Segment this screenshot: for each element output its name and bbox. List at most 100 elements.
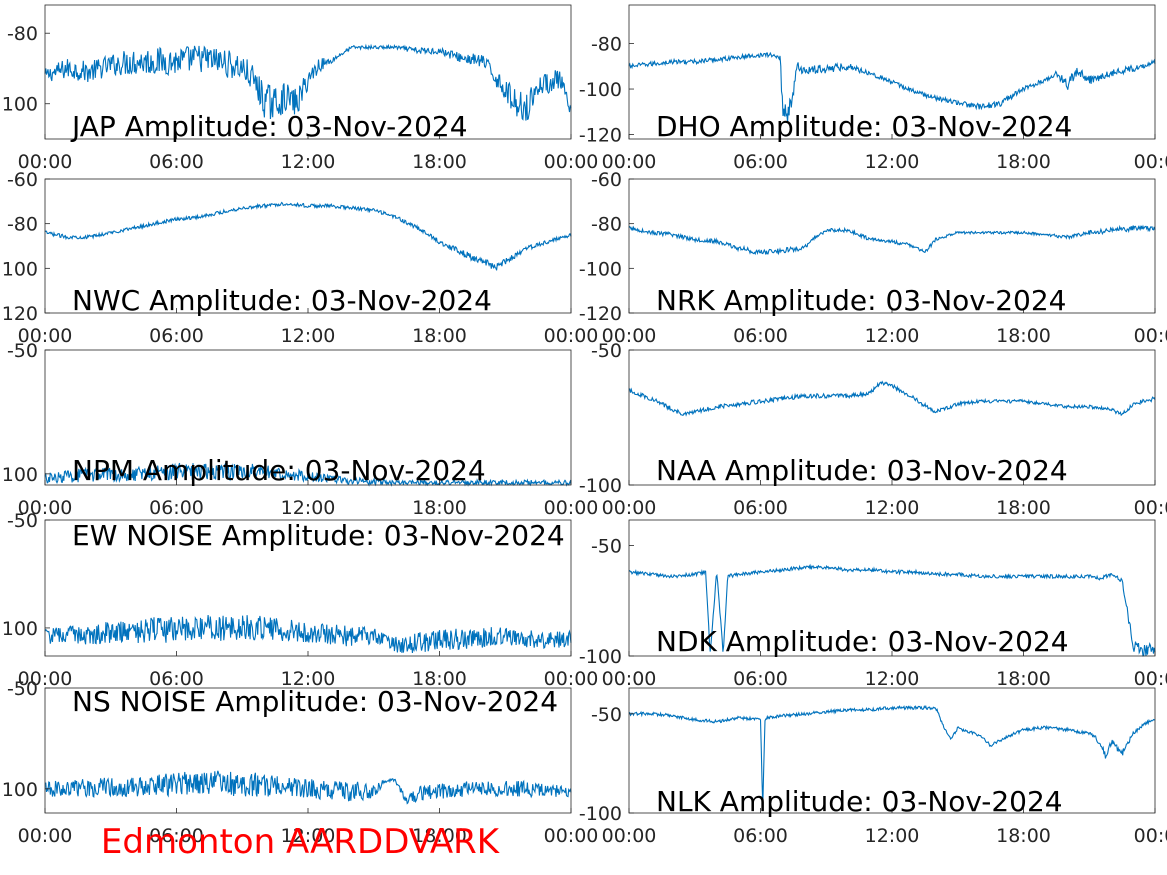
x-tick-label: 06:00 — [733, 325, 788, 347]
y-tick-label: -100 — [579, 646, 622, 668]
x-tick-label: 00:00 — [18, 325, 73, 347]
x-tick-label: 00:00 — [602, 825, 657, 847]
y-tick-label: -120 — [579, 303, 622, 325]
x-tick-label: 06:00 — [149, 151, 204, 173]
y-tick-label: -120 — [579, 124, 622, 146]
y-tick-label: 100 — [2, 258, 38, 280]
series-line — [44, 615, 572, 653]
x-tick-label: 12:00 — [281, 325, 336, 347]
series-line — [44, 462, 572, 487]
series-line — [44, 201, 572, 271]
x-tick-label: 00:00 — [18, 151, 73, 173]
chart-title: JAP Amplitude: 03-Nov-2024 — [70, 110, 468, 143]
y-tick-label: -100 — [579, 258, 622, 280]
series-line — [628, 380, 1156, 417]
y-tick-label: -50 — [7, 678, 38, 700]
chart-title: NWC Amplitude: 03-Nov-2024 — [72, 284, 492, 317]
x-tick-label: 06:00 — [733, 497, 788, 519]
y-tick-label: -80 — [7, 214, 38, 236]
x-tick-label: 00:00 — [602, 497, 657, 519]
y-tick-label: -50 — [7, 510, 38, 532]
x-tick-label: 00:00 — [602, 325, 657, 347]
chart-title: NDK Amplitude: 03-Nov-2024 — [656, 625, 1069, 658]
chart-title: EW NOISE Amplitude: 03-Nov-2024 — [72, 519, 565, 552]
x-tick-label: 00:0 — [1134, 825, 1167, 847]
chart-panel-4: 00:00 06:00 12:00 18:00 00:0 -60 -80 -100 -120 NR… — [579, 169, 1167, 347]
x-tick-label: 12:00 — [281, 151, 336, 173]
x-tick-label: 00:0 — [1134, 325, 1167, 347]
series-line — [628, 51, 1156, 123]
x-tick-label: 00:0 — [1134, 668, 1167, 690]
y-tick-label: -100 — [579, 803, 622, 825]
x-tick-label: 18:00 — [996, 325, 1051, 347]
x-tick-label: 12:00 — [865, 151, 920, 173]
y-tick-label: -80 — [591, 34, 622, 56]
x-tick-label: 18:00 — [996, 825, 1051, 847]
x-tick-label: 18:00 — [412, 151, 467, 173]
y-tick-label: -100 — [579, 475, 622, 497]
x-tick-label: 00:00 — [602, 151, 657, 173]
chart-title: NAA Amplitude: 03-Nov-2024 — [656, 454, 1068, 487]
series-line — [44, 43, 572, 121]
x-tick-label: 06:00 — [149, 668, 204, 690]
x-tick-label: 18:00 — [412, 825, 467, 847]
x-tick-label: 00:00 — [602, 668, 657, 690]
chart-grid: 00:00 06:00 12:00 18:00 00:00 -80 100 JAP Ampli… — [2, 4, 1167, 847]
x-tick-label: 00:00 — [18, 497, 73, 519]
chart-title: DHO Amplitude: 03-Nov-2024 — [656, 110, 1072, 143]
chart-panel-6: 00:00 06:00 12:00 18:00 00:0 -50 -100 NAA Ampli… — [579, 340, 1167, 519]
y-tick-label: -80 — [591, 214, 622, 236]
x-tick-label: 00:00 — [544, 825, 599, 847]
x-tick-label: 00:00 — [544, 325, 599, 347]
chart-title: NS NOISE Amplitude: 03-Nov-2024 — [72, 685, 558, 718]
y-tick-label: -60 — [591, 169, 622, 191]
x-tick-label: 06:00 — [149, 497, 204, 519]
x-tick-label: 06:00 — [149, 325, 204, 347]
x-tick-label: 12:00 — [865, 325, 920, 347]
x-tick-label: 06:00 — [733, 825, 788, 847]
x-tick-label: 00:00 — [18, 668, 73, 690]
y-tick-label: -50 — [591, 340, 622, 362]
chart-title: NLK Amplitude: 03-Nov-2024 — [656, 785, 1063, 818]
x-tick-label: 06:00 — [733, 668, 788, 690]
y-tick-label: -100 — [579, 79, 622, 101]
x-tick-label: 12:00 — [865, 497, 920, 519]
x-tick-label: 00:00 — [544, 668, 599, 690]
x-tick-label: 00:00 — [18, 825, 73, 847]
x-tick-label: 18:00 — [412, 325, 467, 347]
series-line — [44, 770, 572, 805]
series-line — [628, 704, 1156, 807]
x-tick-label: 06:00 — [733, 151, 788, 173]
y-tick-label: -50 — [7, 340, 38, 362]
chart-panel-1: 00:00 06:00 12:00 18:00 00:00 -80 100 JAP Ampli… — [2, 4, 599, 173]
y-tick-label: -60 — [7, 169, 38, 191]
footer-label: Edmonton AARDDVARK — [101, 822, 501, 862]
chart-panel-10: 00:00 06:00 12:00 18:00 00:0 -50 -100 NLK Ampli… — [579, 687, 1167, 847]
x-tick-label: 18:00 — [412, 497, 467, 519]
x-tick-label: 18:00 — [996, 497, 1051, 519]
x-tick-label: 06:00 — [149, 825, 204, 847]
chart-panel-8: 00:00 06:00 12:00 18:00 00:0 -50 -100 NDK Ampli… — [579, 519, 1167, 690]
x-tick-label: 12:00 — [865, 668, 920, 690]
chart-panel-3: 00:00 06:00 12:00 18:00 00:00 -60 -80 100 120 NWC… — [2, 169, 599, 347]
series-line — [628, 224, 1156, 256]
x-tick-label: 12:00 — [281, 497, 336, 519]
chart-title: NRK Amplitude: 03-Nov-2024 — [656, 284, 1066, 317]
x-tick-label: 00:00 — [544, 151, 599, 173]
x-tick-label: 12:00 — [281, 668, 336, 690]
x-tick-label: 12:00 — [865, 825, 920, 847]
y-tick-label: 100 — [2, 779, 38, 801]
y-tick-label: -50 — [591, 535, 622, 557]
x-tick-label: 18:00 — [412, 668, 467, 690]
y-tick-label: 120 — [2, 303, 38, 325]
series-line — [628, 563, 1156, 657]
x-tick-label: 00:0 — [1134, 497, 1167, 519]
x-tick-label: 12:00 — [281, 825, 336, 847]
y-tick-label: 100 — [2, 94, 38, 116]
chart-panel-5: 00:00 06:00 12:00 18:00 00:00 -50 100 NPM Ampli… — [2, 340, 599, 519]
y-tick-label: 100 — [2, 618, 38, 640]
chart-panel-7: 00:00 06:00 12:00 18:00 00:00 -50 100 EW NOISE … — [2, 510, 599, 690]
x-tick-label: 18:00 — [996, 151, 1051, 173]
x-tick-label: 18:00 — [996, 668, 1051, 690]
